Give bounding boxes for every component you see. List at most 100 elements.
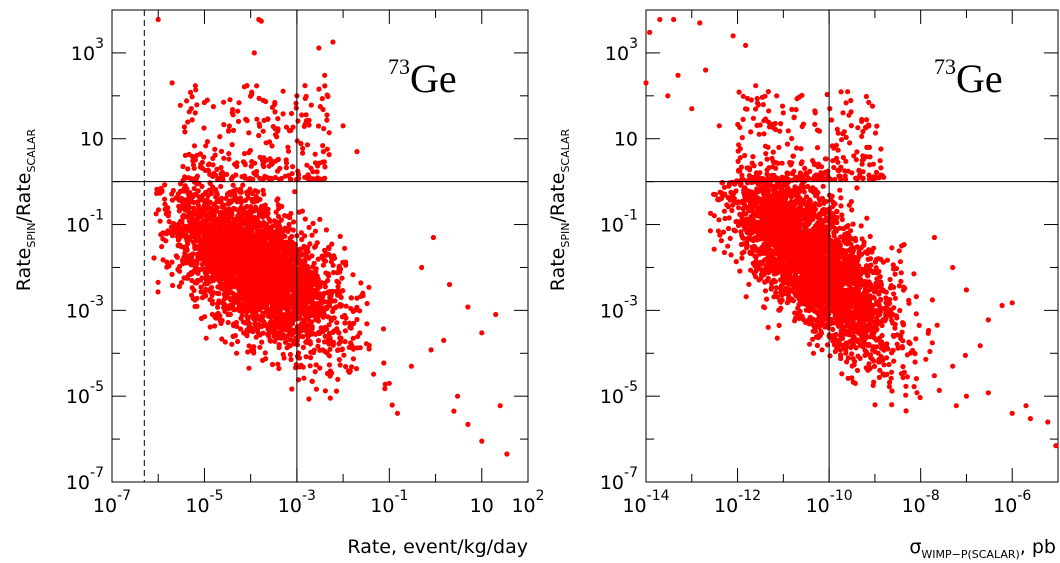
scatter-point bbox=[169, 271, 175, 277]
scatter-point bbox=[209, 216, 215, 223]
scatter-point bbox=[316, 45, 322, 51]
scatter-point bbox=[204, 139, 211, 145]
scatter-point bbox=[211, 170, 217, 177]
scatter-point bbox=[269, 231, 275, 237]
scatter-point bbox=[839, 212, 845, 218]
scatter-point bbox=[258, 281, 264, 287]
y-tick-label: 10-3 bbox=[66, 293, 104, 322]
scatter-point bbox=[827, 353, 833, 359]
scatter-point bbox=[283, 165, 289, 171]
scatter-point bbox=[220, 239, 226, 246]
scatter-point bbox=[280, 271, 286, 277]
scatter-point bbox=[203, 206, 209, 212]
scatter-point bbox=[230, 295, 237, 301]
scatter-point bbox=[214, 199, 220, 205]
scatter-point bbox=[224, 285, 230, 291]
scatter-point bbox=[264, 296, 271, 302]
scatter-point bbox=[819, 347, 825, 353]
scatter-point bbox=[321, 257, 327, 263]
scatter-point bbox=[205, 162, 211, 168]
scatter-point bbox=[201, 154, 207, 160]
scatter-point bbox=[323, 227, 329, 233]
scatter-point bbox=[212, 254, 218, 260]
scatter-point bbox=[332, 298, 338, 304]
scatter-point bbox=[235, 118, 242, 124]
scatter-point bbox=[285, 267, 291, 273]
scatter-point bbox=[272, 174, 278, 181]
scatter-point bbox=[347, 344, 353, 350]
scatter-point bbox=[166, 263, 172, 269]
scatter-point bbox=[312, 369, 318, 375]
scatter-point bbox=[298, 140, 304, 147]
scatter-point bbox=[389, 402, 395, 408]
scatter-point bbox=[189, 94, 195, 100]
scatter-point bbox=[223, 195, 229, 201]
scatter-point bbox=[155, 279, 161, 285]
scatter-point bbox=[724, 202, 730, 208]
scatter-point bbox=[269, 361, 276, 368]
scatter-point bbox=[333, 388, 340, 394]
scatter-point bbox=[249, 292, 255, 298]
scatter-point bbox=[205, 267, 211, 273]
scatter-point bbox=[227, 97, 233, 103]
scatter-point bbox=[249, 225, 255, 231]
scatter-point bbox=[257, 123, 263, 129]
scatter-point bbox=[240, 218, 246, 224]
scatter-point bbox=[185, 119, 191, 125]
scatter-point bbox=[309, 378, 315, 384]
scatter-point bbox=[203, 143, 209, 149]
scatter-point bbox=[320, 149, 326, 155]
scatter-point bbox=[252, 171, 258, 177]
scatter-point bbox=[299, 112, 305, 118]
scatter-point bbox=[246, 130, 252, 136]
scatter-point bbox=[210, 162, 216, 168]
scatter-point bbox=[249, 198, 256, 204]
scatter-point bbox=[219, 283, 225, 289]
scatter-point bbox=[181, 124, 187, 130]
scatter-point bbox=[888, 375, 894, 381]
scatter-point bbox=[322, 83, 328, 89]
scatter-point bbox=[357, 330, 363, 336]
scatter-point bbox=[209, 208, 215, 214]
scatter-point bbox=[195, 199, 201, 205]
scatter-point bbox=[177, 205, 183, 211]
scatter-point bbox=[239, 257, 245, 263]
scatter-point bbox=[408, 363, 414, 369]
scatter-point bbox=[309, 312, 315, 318]
scatter-point bbox=[854, 367, 861, 373]
scatter-point bbox=[304, 276, 310, 282]
scatter-point bbox=[263, 304, 270, 310]
scatter-point bbox=[237, 282, 243, 288]
scatter-point bbox=[281, 355, 287, 361]
scatter-point bbox=[317, 216, 323, 222]
scatter-point bbox=[923, 356, 929, 362]
scatter-point bbox=[177, 218, 184, 224]
scatter-point bbox=[204, 220, 210, 226]
scatter-point bbox=[335, 347, 341, 353]
scatter-point bbox=[268, 276, 275, 282]
scatter-point bbox=[151, 255, 157, 261]
scatter-point bbox=[324, 117, 330, 123]
scatter-point bbox=[234, 163, 240, 169]
scatter-point bbox=[204, 281, 210, 287]
scatter-point bbox=[332, 305, 338, 311]
scatter-point bbox=[345, 368, 351, 374]
scatter-point bbox=[249, 308, 255, 314]
scatter-point bbox=[213, 242, 219, 248]
scatter-point bbox=[305, 249, 311, 255]
y-tick-label: 10-1 bbox=[66, 208, 104, 237]
scatter-point bbox=[246, 343, 252, 349]
scatter-point bbox=[216, 248, 222, 255]
scatter-point bbox=[326, 130, 332, 136]
left-axis-ticks bbox=[111, 9, 529, 483]
scatter-point bbox=[340, 123, 346, 129]
scatter-point bbox=[297, 246, 304, 252]
scatter-point bbox=[303, 271, 309, 277]
scatter-point bbox=[265, 116, 271, 122]
scatter-point bbox=[289, 239, 295, 245]
scatter-point bbox=[253, 266, 259, 272]
scatter-point bbox=[225, 319, 231, 326]
scatter-point bbox=[207, 297, 213, 303]
scatter-point bbox=[323, 252, 330, 258]
scatter-point bbox=[299, 310, 305, 316]
